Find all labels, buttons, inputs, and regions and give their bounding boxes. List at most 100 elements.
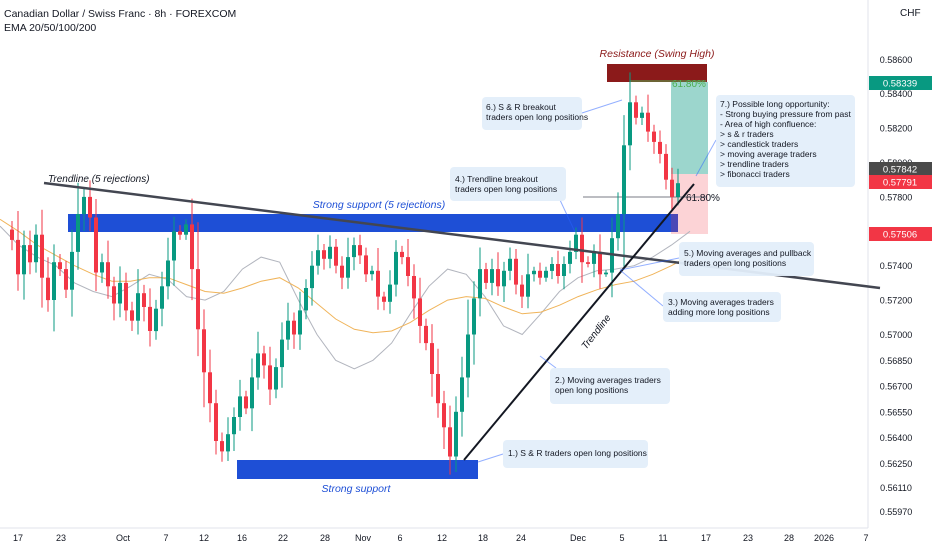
candle-body	[670, 179, 674, 197]
annotation-pointer	[581, 99, 623, 114]
candle-body	[364, 255, 368, 275]
candle-body	[298, 310, 302, 335]
x-tick-label: 22	[278, 533, 288, 543]
candle-body	[256, 353, 260, 378]
candle-body	[598, 251, 602, 275]
annotation-text: > trendline traders	[720, 159, 789, 169]
candle-body	[592, 251, 596, 264]
annotation-box	[503, 440, 648, 468]
candle-body	[508, 258, 512, 271]
annotation-text: 6.) S & R breakout	[486, 102, 557, 112]
x-tick-label: 12	[437, 533, 447, 543]
annotation-text: open long positions	[555, 385, 628, 395]
candle-body	[142, 293, 146, 307]
candle-body	[202, 329, 206, 373]
candle-body	[196, 269, 200, 330]
candle-body	[520, 284, 524, 297]
x-tick-label: 17	[701, 533, 711, 543]
y-tick-label: 0.57000	[880, 330, 913, 340]
price-badge-label: 0.57506	[883, 230, 917, 241]
candle-body	[10, 229, 14, 240]
currency-label: CHF	[900, 8, 921, 19]
annotation-text: 1.) S & R traders open long positions	[508, 448, 647, 458]
candle-body	[64, 269, 68, 290]
y-tick-label: 0.56400	[880, 433, 913, 443]
candle-body	[490, 269, 494, 283]
fib-label-upper: 61.80%	[672, 79, 706, 90]
candle-body	[154, 308, 158, 332]
price-badge	[869, 175, 932, 189]
candles	[10, 72, 680, 475]
annotation-pointer	[619, 257, 680, 271]
candle-body	[358, 245, 362, 256]
candle-body	[532, 270, 536, 275]
y-tick-label: 0.57800	[880, 192, 913, 202]
x-tick-label: 7	[863, 533, 868, 543]
x-tick-label: 16	[237, 533, 247, 543]
annotation-box	[450, 167, 566, 201]
y-tick-label: 0.58400	[880, 89, 913, 99]
candle-body	[394, 251, 398, 285]
candle-body	[82, 196, 86, 215]
annotation-text: > s & r traders	[720, 129, 774, 139]
x-tick-label: Nov	[355, 533, 372, 543]
candle-body	[100, 262, 104, 273]
candle-body	[472, 298, 476, 335]
annotation-text: 4.) Trendline breakout	[455, 174, 538, 184]
candle-body	[88, 196, 92, 218]
candle-body	[226, 434, 230, 452]
candle-body	[460, 377, 464, 412]
ema-line-slow	[0, 218, 691, 334]
candle-body	[352, 245, 356, 258]
candle-body	[436, 374, 440, 404]
candle-body	[136, 293, 140, 321]
candle-body	[178, 231, 182, 235]
x-tick-label: 7	[163, 533, 168, 543]
support-lower-label: Strong support	[322, 483, 392, 495]
candle-body	[220, 441, 224, 452]
candle-body	[184, 224, 188, 235]
candle-body	[454, 411, 458, 457]
candle-body	[418, 298, 422, 326]
candle-body	[52, 262, 56, 300]
annotation-text: adding more long positions	[668, 307, 770, 317]
candle-body	[574, 234, 578, 252]
candle-body	[466, 334, 470, 378]
x-tick-label: 17	[13, 533, 23, 543]
candle-body	[274, 367, 278, 390]
candle-body	[334, 246, 338, 266]
candle-body	[538, 270, 542, 278]
annotation-text: > moving average traders	[720, 149, 817, 159]
candle-body	[238, 396, 242, 417]
candle-body	[640, 112, 644, 118]
annotation-text: traders open long positions	[486, 112, 588, 122]
x-tick-label: 5	[619, 533, 624, 543]
candle-body	[208, 372, 212, 404]
candle-body	[322, 250, 326, 259]
candle-body	[250, 377, 254, 409]
candle-body	[16, 239, 20, 275]
candle-body	[34, 234, 38, 263]
annotation-pointer	[695, 139, 717, 177]
fib-label-lower: 61.80%	[686, 193, 720, 204]
annotation-pointer	[619, 269, 664, 307]
annotation-box	[663, 292, 781, 322]
price-badge-label: 0.58339	[883, 79, 917, 90]
candle-body	[430, 343, 434, 374]
annotation-text: traders open long positions	[455, 184, 557, 194]
candle-body	[556, 264, 560, 276]
candle-body	[310, 265, 314, 289]
annotation-pointer	[539, 355, 557, 369]
candle-body	[262, 353, 266, 366]
annotation-text: > candlestick traders	[720, 139, 798, 149]
candle-body	[292, 320, 296, 335]
y-tick-label: 0.57400	[880, 261, 913, 271]
y-tick-label: 0.58200	[880, 124, 913, 134]
candle-body	[496, 269, 500, 287]
support-zone-lower	[237, 460, 478, 479]
candle-body	[346, 257, 350, 278]
candle-body	[46, 277, 50, 301]
candle-body	[658, 141, 662, 154]
candle-body	[664, 153, 668, 180]
